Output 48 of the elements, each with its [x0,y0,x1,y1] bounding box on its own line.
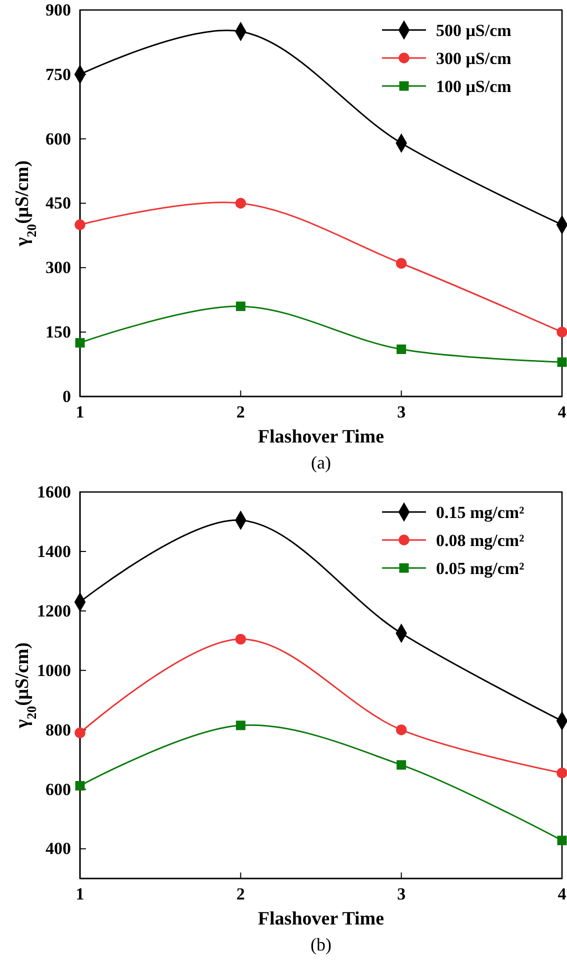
x-tick-label: 1 [76,884,84,904]
point [556,767,567,778]
y-tick-label: 900 [46,0,71,20]
point [75,780,85,790]
legend-label: 0.15 mg/cm² [436,502,524,522]
x-tick-label: 3 [397,402,406,422]
point [557,357,567,367]
text: (a) [311,452,331,472]
legend-label: 300 μS/cm [436,48,512,68]
legend-label: 0.08 mg/cm² [436,530,524,550]
y-tick-label: 300 [46,258,71,278]
y-tick-label: 150 [46,322,71,342]
legend-label: 500 μS/cm [436,20,512,40]
point [235,633,246,644]
point [396,760,406,770]
point [396,258,407,269]
point [557,835,567,845]
point [75,338,85,348]
y-tick-label: 1000 [37,660,71,680]
x-tick-label: 3 [397,884,406,904]
legend-label: 0.05 mg/cm² [436,558,524,578]
y-tick-label: 1400 [37,541,71,560]
point [556,326,567,338]
y-tick-label: 600 [46,129,71,148]
x-axis-title: Flashover Time [258,426,384,448]
y-tick-label: 400 [46,838,71,858]
x-tick-label: 2 [236,884,245,904]
y-tick-label: 450 [46,194,71,213]
x-axis-title: Flashover Time [258,908,384,929]
x-tick-label: 4 [558,884,567,904]
point [236,302,246,312]
point [236,720,246,730]
y-tick-label: 1600 [37,482,71,501]
legend-label: 100 μS/cm [436,76,512,96]
point [74,726,86,738]
point [74,219,86,230]
y-tick-label: 0 [62,386,71,406]
y-tick-label: 1200 [37,600,71,620]
point [396,724,407,735]
x-tick-label: 2 [236,402,245,422]
text: (b) [310,934,332,954]
y-tick-label: 800 [46,720,71,739]
y-tick-label: 600 [46,779,71,798]
x-tick-label: 4 [558,402,567,422]
y-tick-label: 750 [46,64,71,84]
point [235,198,246,209]
x-tick-label: 1 [76,402,84,422]
point [396,344,406,354]
